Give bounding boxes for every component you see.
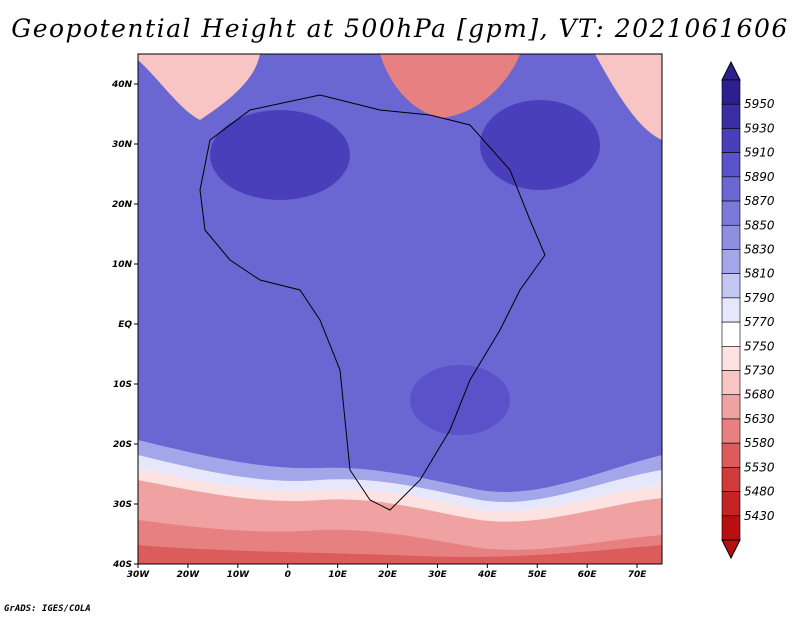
x-tick-label: 60E [578, 570, 598, 580]
colorbar-top-arrow [721, 60, 741, 81]
colorbar-label: 5830 [744, 242, 775, 256]
high-arabia [480, 100, 600, 190]
colorbar-swatch [721, 442, 741, 468]
colorbar-label: 5930 [744, 121, 775, 135]
colorbar-swatch [721, 79, 741, 105]
colorbar-label: 5850 [744, 218, 775, 232]
colorbar-label: 5580 [744, 436, 775, 450]
y-tick-label: 10N [112, 260, 133, 270]
colorbar-label: 5890 [744, 170, 775, 184]
colorbar-swatch [721, 200, 741, 226]
colorbar-label: 5630 [744, 412, 775, 426]
north-pink-east [595, 54, 662, 140]
colorbar-swatch [721, 297, 741, 323]
colorbar-swatch [721, 394, 741, 420]
colorbar-swatch [721, 273, 741, 299]
map-frame [137, 53, 663, 565]
colorbar-swatch [721, 176, 741, 202]
colorbar: 5950 5930 5910 5890 5870 5850 5830 5810 5790 5770… [721, 60, 775, 560]
y-axis: 40N 30N 20N 10N EQ 10S 20S 30S 40S [111, 80, 138, 570]
colorbar-label: 5530 [744, 460, 775, 474]
x-tick-label: 50E [528, 570, 548, 580]
colorbar-label: 5680 [744, 388, 775, 402]
y-tick-label: 40S [112, 560, 132, 570]
y-tick-label: 10S [113, 380, 132, 390]
colorbar-swatch [721, 224, 741, 250]
colorbar-bottom-arrow [721, 539, 741, 560]
colorbar-label: 5950 [744, 97, 775, 111]
colorbar-swatch [721, 418, 741, 444]
colorbar-label: 5810 [744, 267, 775, 281]
x-tick-label: 10W [227, 570, 251, 580]
field-layer [138, 54, 662, 564]
north-red-turkey [380, 54, 520, 118]
colorbar-label: 5730 [744, 364, 775, 378]
x-tick-label: 20E [378, 570, 398, 580]
colorbar-swatch [721, 321, 741, 347]
africa-coastline [199, 94, 546, 511]
chart-title: Geopotential Height at 500hPa [gpm], VT:… [11, 14, 789, 43]
high-southern-africa [410, 365, 510, 435]
north-pink-west [138, 54, 260, 120]
colorbar-swatch [721, 515, 741, 541]
y-tick-label: EQ [118, 320, 132, 330]
colorbar-label: 5870 [744, 194, 775, 208]
colorbar-label: 5770 [744, 315, 775, 329]
colorbar-swatch [721, 346, 741, 371]
colorbar-label: 5480 [744, 485, 775, 499]
band-5630 [138, 545, 662, 564]
colorbar-label: 5750 [744, 339, 775, 353]
x-tick-label: 40E [477, 570, 498, 580]
x-tick-label: 30W [127, 570, 151, 580]
y-tick-label: 30N [112, 140, 133, 150]
y-tick-label: 30S [113, 500, 132, 510]
grads-credit: GrADS: IGES/COLA [4, 604, 91, 614]
colorbar-label: 5430 [744, 509, 775, 523]
x-tick-label: 70E [628, 570, 648, 580]
x-tick-label: 20W [177, 570, 201, 580]
y-tick-label: 20N [112, 200, 133, 210]
high-sahara [210, 110, 350, 200]
y-tick-label: 40N [111, 80, 133, 90]
y-tick-label: 20S [113, 440, 132, 450]
x-tick-label: 30E [428, 570, 448, 580]
x-axis: 30W 20W 10W 0 10E 20E 30E 40E 50E 60E 70E [127, 564, 647, 580]
colorbar-swatch [721, 103, 741, 129]
x-tick-label: 10E [328, 570, 348, 580]
colorbar-swatch [721, 152, 741, 178]
colorbar-swatch [721, 128, 741, 153]
colorbar-swatch [721, 370, 741, 396]
colorbar-swatch [721, 249, 741, 274]
colorbar-label: 5790 [744, 291, 775, 305]
colorbar-swatch [721, 467, 741, 492]
colorbar-label: 5910 [744, 146, 775, 160]
colorbar-swatch [721, 491, 741, 517]
x-tick-label: 0 [285, 570, 291, 580]
